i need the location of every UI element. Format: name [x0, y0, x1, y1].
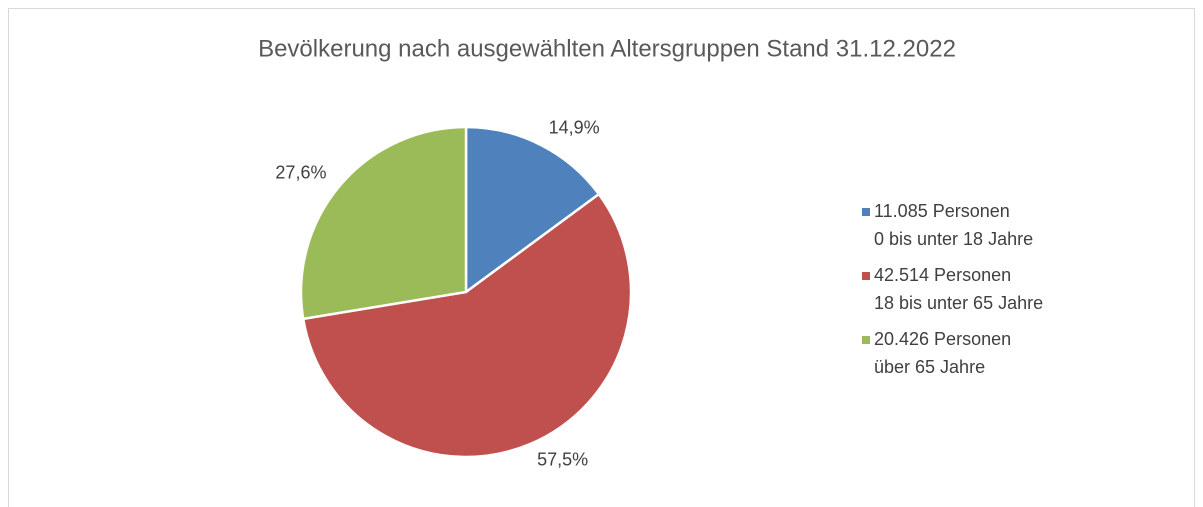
pie-slice [299, 125, 468, 321]
pie-slice [464, 125, 601, 295]
chart-title: Bevölkerung nach ausgewählten Altersgrup… [258, 35, 956, 62]
legend-swatch [862, 208, 870, 216]
legend-swatch [862, 336, 870, 344]
legend-label: über 65 Jahre [874, 357, 985, 377]
data-label: 57,5% [537, 449, 588, 469]
legend-label: 11.085 Personen [874, 201, 1010, 221]
data-label: 14,9% [549, 117, 600, 137]
legend-swatch [862, 272, 870, 280]
legend-label: 42.514 Personen [874, 265, 1011, 285]
legend-label: 0 bis unter 18 Jahre [874, 229, 1033, 249]
data-label: 27,6% [275, 162, 326, 182]
legend-label: 20.426 Personen [874, 329, 1011, 349]
pie-slice [301, 192, 633, 459]
legend-label: 18 bis unter 65 Jahre [874, 293, 1043, 313]
